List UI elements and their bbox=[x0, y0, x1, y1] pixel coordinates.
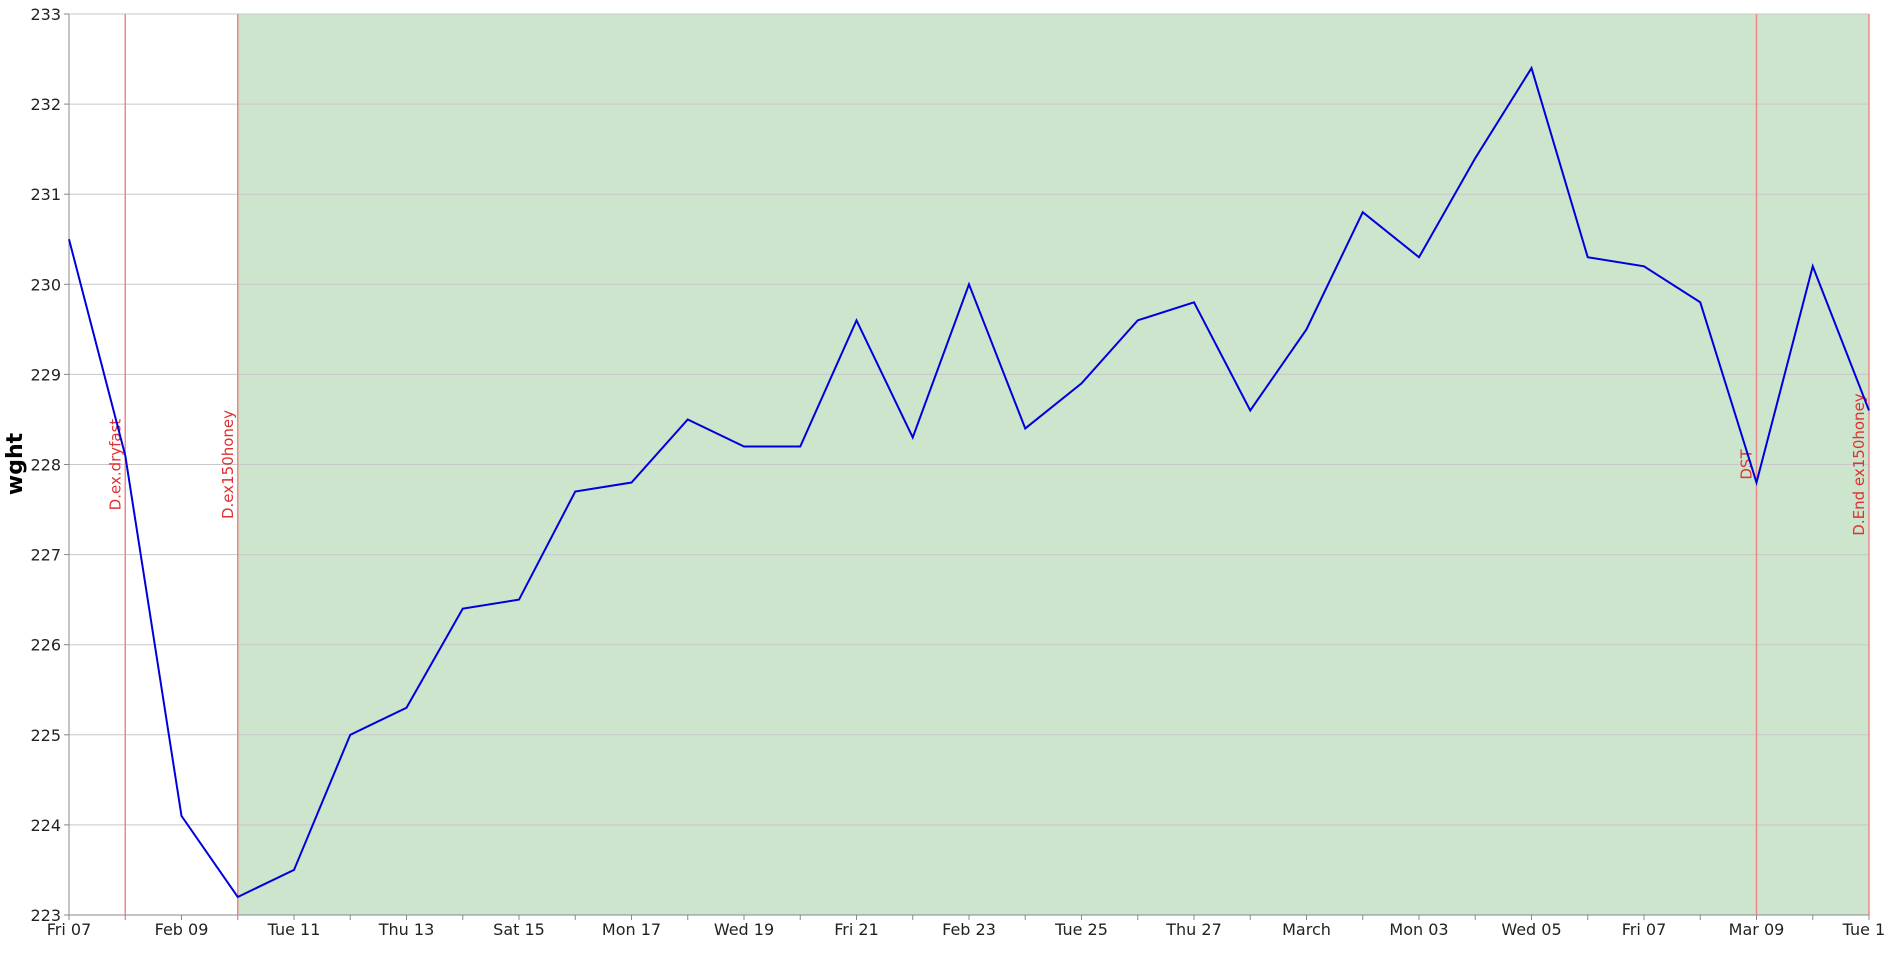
y-axis-label: wght bbox=[3, 432, 28, 495]
y-tick-label: 228 bbox=[30, 456, 61, 475]
x-tick-label: Mar 09 bbox=[1729, 920, 1785, 939]
annotation-label: D.ex150honey bbox=[219, 410, 237, 519]
x-tick-label: Thu 13 bbox=[378, 920, 435, 939]
x-tick-label: Mon 03 bbox=[1389, 920, 1448, 939]
x-tick-label: Tue 11 bbox=[267, 920, 321, 939]
y-tick-label: 225 bbox=[30, 726, 61, 745]
annotation-label: DST bbox=[1738, 449, 1756, 480]
x-tick-label: Mon 17 bbox=[602, 920, 661, 939]
y-tick-label: 226 bbox=[30, 636, 61, 655]
x-tick-label: Fri 07 bbox=[1622, 920, 1667, 939]
y-tick-label: 230 bbox=[30, 275, 61, 294]
y-tick-label: 224 bbox=[30, 816, 61, 835]
x-tick-label: Tue 25 bbox=[1054, 920, 1108, 939]
x-tick-label: Fri 07 bbox=[47, 920, 92, 939]
x-tick-label: Wed 05 bbox=[1501, 920, 1561, 939]
y-tick-label: 232 bbox=[30, 95, 61, 114]
x-tick-label: Feb 23 bbox=[942, 920, 996, 939]
y-tick-label: 223 bbox=[30, 906, 61, 925]
y-tick-label: 233 bbox=[30, 5, 61, 24]
x-tick-label: Sat 15 bbox=[493, 920, 545, 939]
y-tick-label: 229 bbox=[30, 365, 61, 384]
x-tick-label: March bbox=[1282, 920, 1331, 939]
x-tick-label: Fri 21 bbox=[834, 920, 879, 939]
x-tick-label: Wed 19 bbox=[714, 920, 774, 939]
y-tick-label: 227 bbox=[30, 546, 61, 565]
annotation-label: D.End ex150honey bbox=[1850, 393, 1868, 535]
annotation-label: D.ex.dryfast bbox=[106, 419, 124, 511]
y-tick-label: 231 bbox=[30, 185, 61, 204]
x-tick-label: Thu 27 bbox=[1165, 920, 1222, 939]
x-tick-label: Tue 11 bbox=[1842, 920, 1887, 939]
x-tick-label: Feb 09 bbox=[155, 920, 209, 939]
data-line bbox=[68, 65, 1870, 899]
